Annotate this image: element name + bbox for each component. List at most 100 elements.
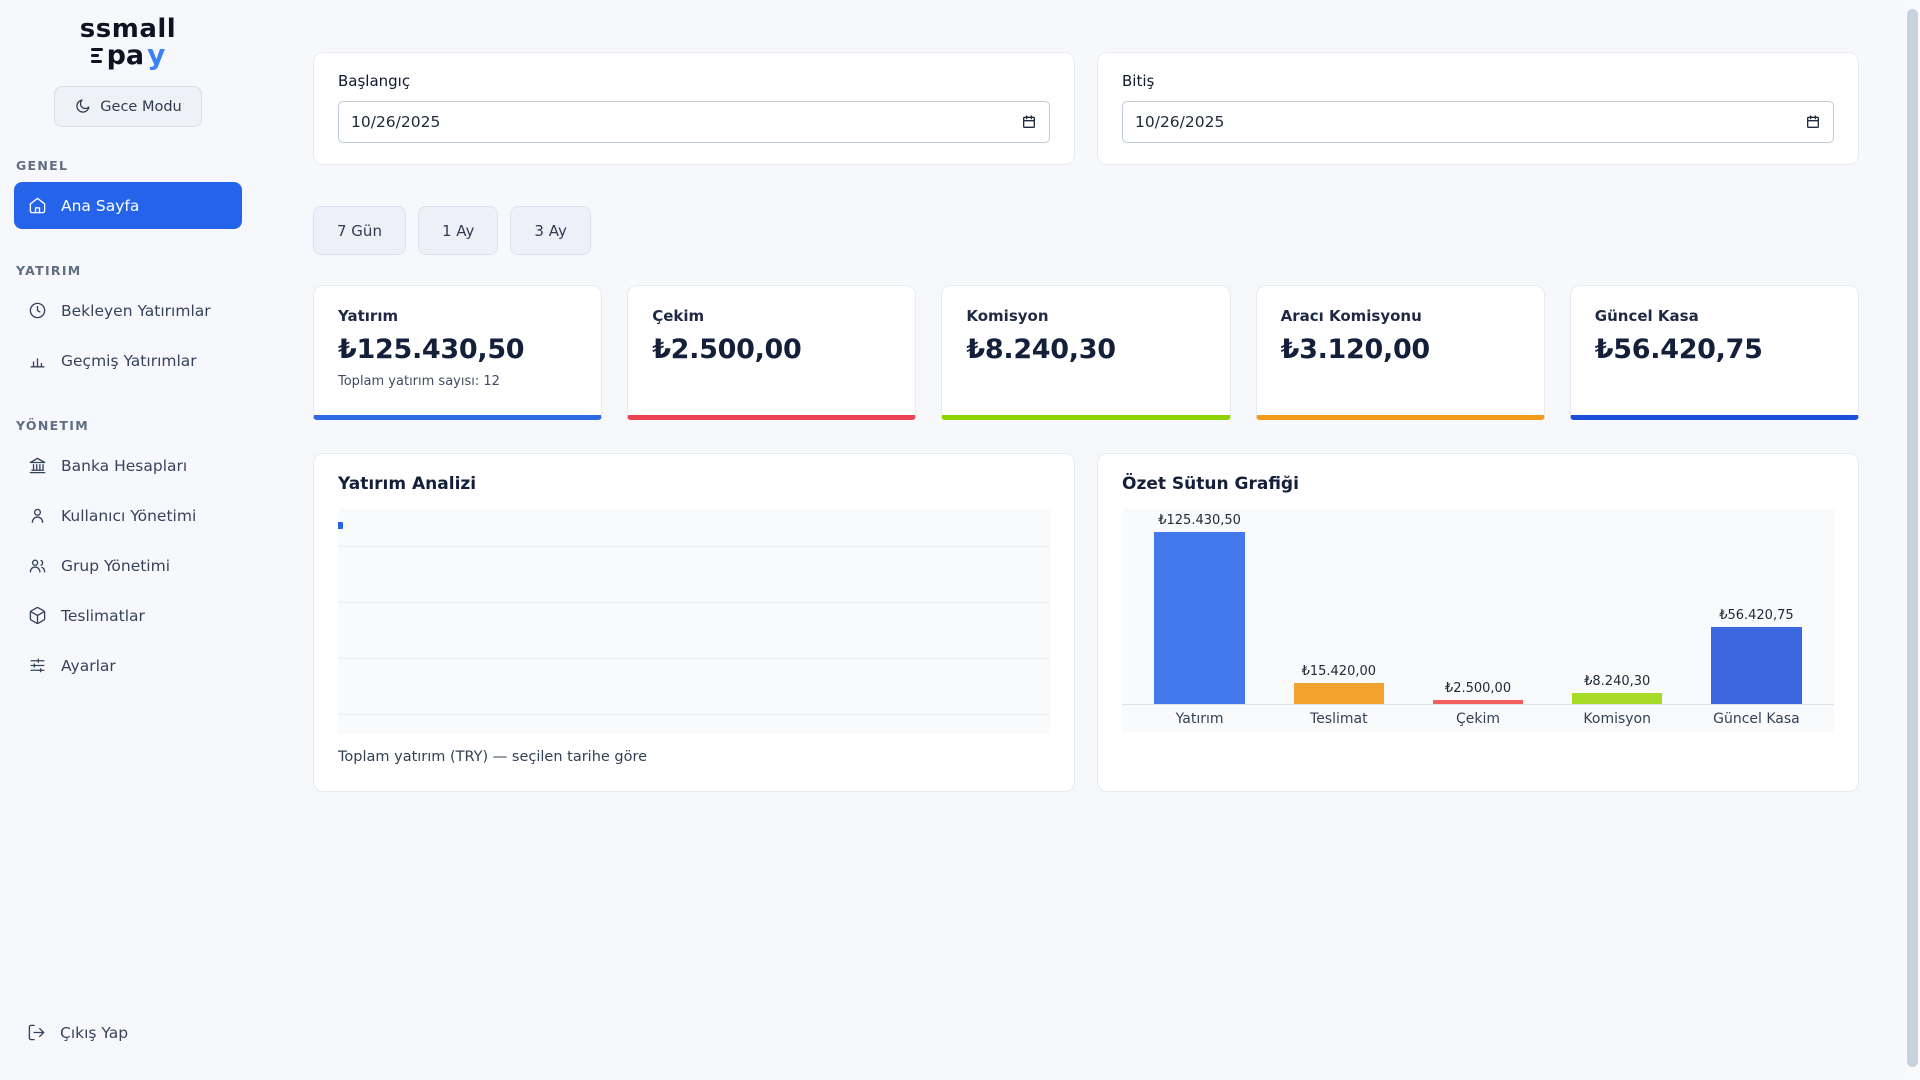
stat-value: ₺2.500,00	[652, 334, 802, 365]
bar-teslimat	[1293, 683, 1385, 704]
nav-section-genel: GENEL	[16, 158, 69, 174]
logo-text-bottom: pa	[106, 39, 145, 71]
users-icon	[27, 556, 47, 575]
sidebar-item-label: Kullanıcı Yönetimi	[61, 506, 197, 525]
sidebar-item-gecmis-yatirimlar[interactable]: Geçmiş Yatırımlar	[14, 337, 242, 384]
bar-komisyon	[1571, 693, 1663, 704]
stat-card-guncel-kasa: Güncel Kasa ₺56.420,75	[1569, 285, 1859, 420]
stat-title: Aracı Komisyonu	[1280, 307, 1422, 325]
bar-column-cekim: ₺2.500,00	[1408, 681, 1547, 704]
axis-label: Teslimat	[1310, 710, 1368, 727]
date-filters-row: Başlangıç Bitiş	[313, 52, 1859, 165]
sidebar: ssmall pa y Gece Modu GENEL Ana Sayfa YA…	[0, 0, 256, 1080]
sliders-icon	[27, 656, 47, 675]
sidebar-item-label: Ana Sayfa	[61, 196, 140, 215]
start-date-input[interactable]	[338, 101, 1050, 143]
clock-icon	[27, 301, 47, 320]
sidebar-item-label: Teslimatlar	[61, 606, 145, 625]
bar-value-label: ₺56.420,75	[1719, 608, 1794, 623]
end-date-card: Bitiş	[1097, 52, 1859, 165]
range-7-days-button[interactable]: 7 Gün	[313, 206, 406, 255]
calendar-icon[interactable]	[1805, 114, 1821, 130]
logout-label: Çıkış Yap	[60, 1023, 129, 1042]
scrollbar-track	[1905, 0, 1920, 1080]
start-date-card: Başlangıç	[313, 52, 1075, 165]
sidebar-item-label: Geçmiş Yatırımlar	[61, 351, 197, 370]
stat-title: Yatırım	[338, 307, 399, 325]
end-date-label: Bitiş	[1122, 72, 1155, 90]
bar-chart-axis-labels: Yatırım Teslimat Çekim Komisyon Güncel K…	[1122, 705, 1834, 732]
logout-icon	[27, 1023, 46, 1042]
stat-card-komisyon: Komisyon ₺8.240,30	[941, 285, 1231, 420]
package-icon	[27, 606, 47, 625]
stat-cards-row: Yatırım ₺125.430,50 Toplam yatırım sayıs…	[313, 285, 1859, 420]
charts-row: Yatırım Analizi Toplam yatırım (TRY) — s…	[313, 453, 1859, 792]
bar-column-komisyon: ₺8.240,30	[1548, 674, 1687, 704]
quick-range-row: 7 Gün 1 Ay 3 Ay	[313, 206, 1859, 255]
gridline	[338, 546, 1050, 547]
home-icon	[27, 196, 47, 215]
night-mode-button[interactable]: Gece Modu	[54, 86, 202, 128]
range-3-months-button[interactable]: 3 Ay	[510, 206, 591, 255]
axis-label: Çekim	[1455, 710, 1501, 727]
main-content: Başlangıç Bitiş 7 Gün	[256, 0, 1920, 1080]
sidebar-item-label: Ayarlar	[61, 656, 116, 675]
logo-speed-lines-icon	[90, 47, 103, 63]
sidebar-item-kullanici-yonetimi[interactable]: Kullanıcı Yönetimi	[14, 492, 242, 539]
stat-title: Çekim	[652, 307, 705, 325]
sidebar-item-label: Grup Yönetimi	[61, 556, 171, 575]
stat-value: ₺56.420,75	[1594, 334, 1763, 365]
sidebar-item-grup-yonetimi[interactable]: Grup Yönetimi	[14, 542, 242, 589]
stat-value: ₺3.120,00	[1280, 334, 1431, 365]
calendar-icon[interactable]	[1021, 114, 1037, 130]
stat-value: ₺8.240,30	[966, 334, 1116, 365]
bar-column-yatirim: ₺125.430,50	[1130, 513, 1269, 704]
stat-card-yatirim: Yatırım ₺125.430,50 Toplam yatırım sayıs…	[313, 285, 603, 420]
night-mode-label: Gece Modu	[100, 98, 182, 115]
axis-label: Komisyon	[1583, 710, 1651, 727]
axis-label: Yatırım	[1175, 710, 1224, 727]
line-chart-caption: Toplam yatırım (TRY) — seçilen tarihe gö…	[338, 749, 648, 765]
end-date-input[interactable]	[1122, 101, 1834, 143]
sidebar-item-ayarlar[interactable]: Ayarlar	[14, 642, 242, 689]
logo-text-accent: y	[147, 38, 166, 72]
nav-section-yatirim: YATIRIM	[16, 263, 82, 279]
bar-value-label: ₺8.240,30	[1584, 674, 1651, 689]
bar-chart-plot: ₺125.430,50 ₺15.420,00 ₺2.500,00 ₺8	[1122, 509, 1834, 732]
start-date-label: Başlangıç	[338, 72, 411, 90]
line-chart-plot	[338, 509, 1050, 734]
logout-button[interactable]: Çıkış Yap	[14, 1011, 242, 1054]
bar-chart-icon	[27, 351, 47, 370]
summary-bar-chart-card: Özet Sütun Grafiği ₺125.430,50 ₺15.420,0…	[1097, 453, 1859, 792]
sidebar-item-label: Banka Hesapları	[61, 456, 188, 475]
app-logo: ssmall pa y	[14, 14, 242, 72]
line-chart-title: Yatırım Analizi	[338, 474, 477, 494]
bar-chart-title: Özet Sütun Grafiği	[1122, 474, 1299, 494]
logo-text-top: ssmall	[79, 14, 177, 44]
sidebar-item-teslimatlar[interactable]: Teslimatlar	[14, 592, 242, 639]
bar-value-label: ₺125.430,50	[1158, 513, 1241, 528]
axis-label: Güncel Kasa	[1713, 710, 1800, 727]
sidebar-item-ana-sayfa[interactable]: Ana Sayfa	[14, 182, 242, 230]
bar-column-teslimat: ₺15.420,00	[1269, 664, 1408, 704]
investment-analysis-card: Yatırım Analizi Toplam yatırım (TRY) — s…	[313, 453, 1075, 792]
stat-subtitle: Toplam yatırım sayısı: 12	[338, 374, 500, 389]
sidebar-nav: GENEL Ana Sayfa YATIRIM Bekleyen Yatırım…	[14, 127, 242, 692]
bar-value-label: ₺2.500,00	[1444, 681, 1512, 696]
nav-section-yonetim: YÖNETIM	[16, 418, 89, 434]
range-1-month-button[interactable]: 1 Ay	[417, 206, 499, 255]
gridline	[338, 602, 1050, 603]
bar-column-guncel-kasa: ₺56.420,75	[1687, 608, 1826, 704]
stat-card-cekim: Çekim ₺2.500,00	[627, 285, 917, 420]
moon-icon	[74, 98, 91, 115]
scrollbar-thumb[interactable]	[1907, 9, 1918, 1067]
sidebar-item-bekleyen-yatirimlar[interactable]: Bekleyen Yatırımlar	[14, 287, 242, 334]
bar-cekim	[1432, 700, 1524, 704]
sidebar-item-banka-hesaplari[interactable]: Banka Hesapları	[14, 442, 242, 489]
bank-icon	[27, 456, 47, 475]
bar-yatirim	[1154, 532, 1245, 704]
bar-value-label: ₺15.420,00	[1301, 664, 1377, 679]
stat-title: Güncel Kasa	[1594, 307, 1699, 325]
stat-title: Komisyon	[966, 307, 1049, 325]
